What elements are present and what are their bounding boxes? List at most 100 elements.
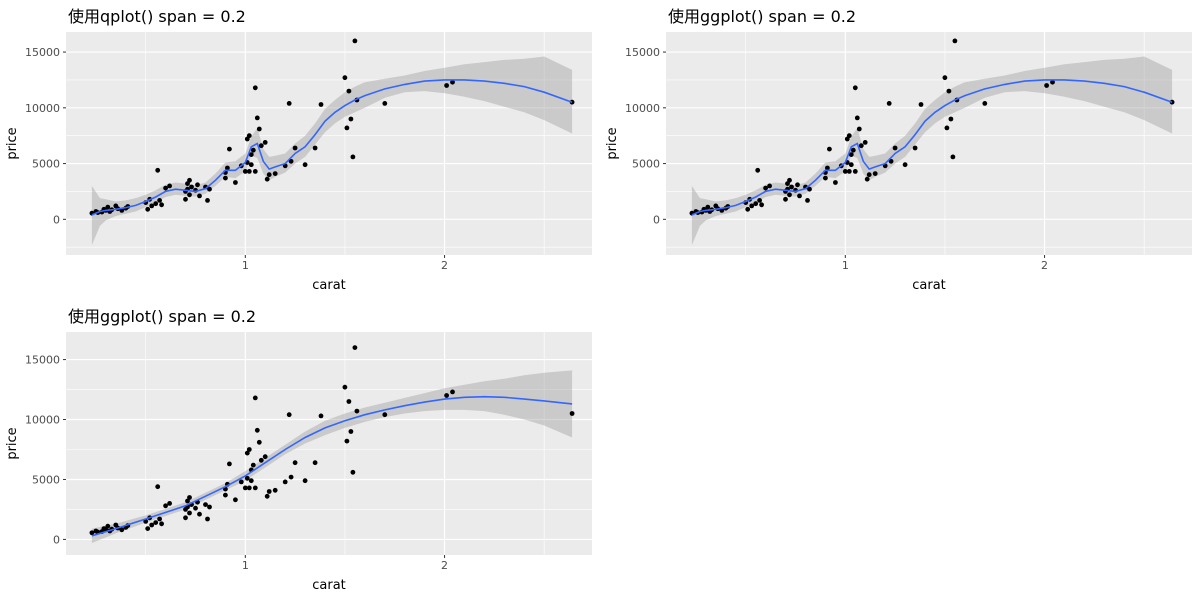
data-point — [246, 485, 252, 491]
data-point — [757, 198, 762, 203]
data-point — [266, 489, 272, 494]
data-point — [145, 526, 151, 531]
data-point — [159, 202, 165, 208]
data-point — [450, 79, 455, 85]
data-point — [227, 146, 232, 152]
smooth-line — [91, 395, 573, 537]
data-point — [256, 126, 262, 132]
data-point — [286, 101, 292, 106]
data-point — [759, 202, 764, 208]
y-tick-label: 15000 — [25, 354, 60, 367]
data-point — [302, 478, 308, 484]
data-point — [244, 475, 250, 481]
data-point — [344, 125, 350, 131]
panel-background — [666, 32, 1192, 255]
data-point — [244, 450, 250, 456]
data-point — [763, 185, 768, 191]
data-point — [248, 152, 254, 158]
data-point — [266, 172, 272, 178]
data-point — [848, 152, 854, 158]
data-point — [183, 196, 188, 202]
data-point — [264, 176, 270, 182]
data-point — [248, 162, 254, 168]
data-point — [950, 154, 956, 160]
data-point — [264, 493, 270, 499]
data-point — [350, 469, 356, 475]
data-point — [787, 177, 792, 183]
data-point — [185, 498, 190, 504]
data-point — [223, 175, 228, 181]
data-point — [1044, 83, 1049, 88]
data-point — [569, 411, 575, 416]
confidence-ribbon — [691, 56, 1173, 245]
data-point — [205, 198, 210, 203]
data-point — [187, 495, 192, 500]
data-point — [250, 147, 256, 153]
data-point — [256, 439, 262, 445]
chart-title: 使用ggplot() span = 0.2 — [668, 7, 856, 26]
data-point — [805, 198, 810, 203]
data-point — [272, 171, 278, 177]
data-point — [912, 145, 918, 151]
data-point — [242, 169, 248, 174]
data-point — [205, 516, 210, 522]
data-point — [157, 198, 163, 203]
data-point — [444, 393, 449, 398]
data-point — [848, 162, 854, 168]
data-point — [944, 125, 950, 131]
x-tick-label: 2 — [1041, 259, 1048, 272]
data-point — [153, 520, 159, 525]
data-point — [252, 485, 258, 491]
data-point — [157, 516, 163, 522]
data-point — [872, 171, 878, 177]
chart-title: 使用ggplot() span = 0.2 — [68, 307, 256, 326]
data-point — [346, 88, 352, 94]
data-point — [252, 169, 258, 174]
y-tick-label: 10000 — [25, 414, 60, 427]
data-point — [888, 158, 894, 164]
data-point — [105, 523, 111, 529]
data-point — [755, 167, 761, 173]
data-point — [318, 413, 324, 419]
data-point — [252, 395, 258, 401]
y-axis-title: price — [5, 127, 20, 159]
data-point — [193, 505, 198, 511]
data-point — [827, 146, 832, 152]
data-point — [167, 183, 173, 189]
data-point — [183, 515, 188, 521]
y-tick-label: 10000 — [25, 102, 60, 115]
y-tick-label: 0 — [53, 213, 60, 226]
data-point — [262, 454, 268, 460]
data-point — [948, 116, 954, 122]
data-point — [749, 203, 755, 209]
y-tick-label: 0 — [53, 533, 60, 546]
data-point — [952, 38, 958, 44]
y-axis-title: price — [605, 127, 620, 159]
data-point — [195, 182, 200, 188]
data-point — [292, 145, 298, 151]
data-point — [797, 193, 802, 199]
data-point — [250, 462, 256, 468]
y-tick-label: 10000 — [625, 102, 660, 115]
data-point — [187, 177, 192, 183]
data-point — [753, 201, 759, 207]
data-point — [382, 101, 388, 106]
data-point — [902, 162, 908, 168]
data-point — [302, 162, 308, 168]
panel-background — [66, 32, 592, 255]
y-tick-label: 15000 — [625, 46, 660, 59]
data-point — [866, 172, 872, 178]
data-point — [105, 204, 111, 210]
data-point — [745, 206, 751, 212]
data-point — [207, 504, 212, 510]
x-axis-title: carat — [912, 278, 946, 293]
y-tick-label: 5000 — [32, 473, 60, 486]
panel-background — [66, 332, 592, 555]
data-point — [145, 206, 151, 212]
data-point — [842, 169, 848, 174]
chart-2: 1 2 0 5000 10000 15000 carat price 使用ggplot() sp… — [605, 7, 1192, 293]
data-point — [342, 75, 348, 81]
data-point — [159, 521, 165, 527]
data-point — [89, 530, 95, 536]
x-axis-title: carat — [312, 278, 346, 293]
